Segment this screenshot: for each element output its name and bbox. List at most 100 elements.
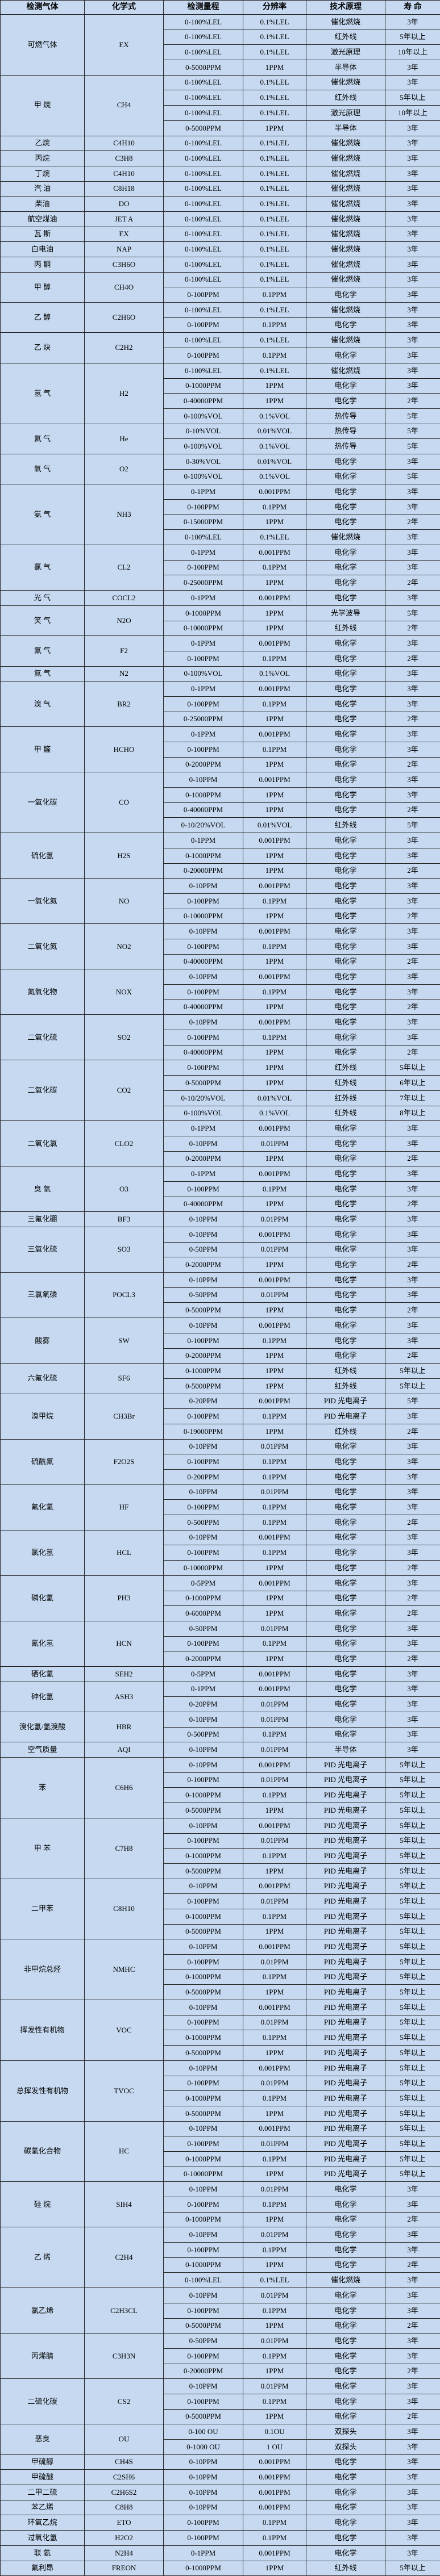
resolution-cell: 0.1PPM [243,2151,306,2167]
gas-name-cell: 甲硫醚 [1,2470,85,2485]
lifetime-cell: 3年 [385,1742,440,1758]
range-cell: 0-100PPM [164,1772,243,1788]
range-cell: 0-100%LEL [164,45,243,60]
principle-cell: 电化学 [306,863,385,879]
gas-name-cell: 氦 气 [1,424,85,454]
resolution-cell: 0.01PPM [243,2182,306,2197]
lifetime-cell: 5年以上 [385,1378,440,1394]
resolution-cell: 1PPM [243,515,306,530]
principle-cell: PID 光电离子 [306,2106,385,2121]
resolution-cell: 0.1%LEL [243,181,306,196]
formula-cell: C2H3CL [85,2288,164,2334]
principle-cell: 红外线 [306,1424,385,1439]
resolution-cell: 1PPM [243,621,306,636]
range-cell: 0-40000PPM [164,802,243,818]
resolution-cell: 0.1PPM [243,317,306,333]
resolution-cell: 1PPM [243,2106,306,2121]
range-cell: 0-40000PPM [164,1197,243,1212]
formula-cell: NO [85,879,164,924]
principle-cell: PID 光电离子 [306,1985,385,2000]
lifetime-cell: 3年 [385,2288,440,2303]
principle-cell: 电化学 [306,454,385,469]
gas-name-cell: 氮 气 [1,666,85,681]
principle-cell: 红外线 [306,1060,385,1076]
lifetime-cell: 3年 [385,1470,440,1485]
resolution-cell: 0.1PPM [243,1788,306,1803]
lifetime-cell: 3年 [385,696,440,712]
resolution-cell: 0.1%LEL [243,45,306,60]
range-cell: 0-100PPM [164,2394,243,2409]
resolution-cell: 1PPM [243,60,306,76]
resolution-cell: 0.1PPM [243,696,306,712]
resolution-cell: 0.01PPM [243,2227,306,2243]
header-cell: 分辨率 [243,1,306,15]
lifetime-cell: 5年以上 [385,2151,440,2167]
principle-cell: 催化燃烧 [306,211,385,227]
formula-cell: SO2 [85,1015,164,1060]
lifetime-cell: 5年以上 [385,2167,440,2182]
lifetime-cell: 5年以上 [385,2076,440,2091]
principle-cell: 电化学 [306,348,385,363]
resolution-cell: 0.001PPM [243,1394,306,1409]
principle-cell: 电化学 [306,2348,385,2364]
formula-cell: CL2 [85,545,164,591]
range-cell: 0-19000PPM [164,1424,243,1439]
formula-cell: NOX [85,969,164,1015]
formula-cell: EX [85,15,164,76]
principle-cell: 红外线 [306,1378,385,1394]
header-cell: 技术原理 [306,1,385,15]
range-cell: 0-1000PPM [164,1969,243,1985]
resolution-cell: 1PPM [243,1651,306,1667]
range-cell: 0-25000PPM [164,712,243,727]
lifetime-cell: 3年 [385,727,440,742]
formula-cell: SIH4 [85,2182,164,2227]
gas-name-cell: 氯化氢 [1,1530,85,1575]
principle-cell: 电化学 [306,1621,385,1636]
lifetime-cell: 3年 [385,1121,440,1136]
resolution-cell: 1PPM [243,802,306,818]
lifetime-cell: 3年 [385,2440,440,2455]
formula-cell: NH3 [85,484,164,545]
lifetime-cell: 3年 [385,2182,440,2197]
gas-name-cell: 酸雾 [1,1318,85,1364]
range-cell: 0-100PPM [164,2197,243,2213]
range-cell: 0-10PPM [164,1318,243,1333]
lifetime-cell: 3年 [385,363,440,378]
lifetime-cell: 2年 [385,1257,440,1273]
lifetime-cell: 5年以上 [385,1849,440,1864]
gas-name-cell: 乙 炔 [1,333,85,363]
range-cell: 0-2000PPM [164,1348,243,1364]
range-cell: 0-5000PPM [164,1863,243,1879]
formula-cell: SW [85,1318,164,1364]
principle-cell: 电化学 [306,2288,385,2303]
lifetime-cell: 3年 [385,1015,440,1030]
gas-name-cell: 甲硫醇 [1,2454,85,2470]
principle-cell: PID 光电离子 [306,1969,385,1985]
range-cell: 0-10PPM [164,1742,243,1758]
resolution-cell: 0.1%LEL [243,242,306,257]
resolution-cell: 1PPM [243,1863,306,1879]
range-cell: 0-100PPM [164,2243,243,2258]
principle-cell: 电化学 [306,2485,385,2500]
resolution-cell: 0.1%LEL [243,196,306,212]
range-cell: 0-100PPM [164,2348,243,2364]
principle-cell: 电化学 [306,1606,385,1621]
lifetime-cell: 5年以上 [385,1772,440,1788]
principle-cell: 电化学 [306,1454,385,1470]
formula-cell: ETO [85,2515,164,2531]
resolution-cell: 0.1PPM [243,1454,306,1470]
range-cell: 0-100%LEL [164,242,243,257]
formula-cell: CH4S [85,2454,164,2470]
range-cell: 0-5000PPM [164,1803,243,1818]
range-cell: 0-2000PPM [164,1651,243,1667]
resolution-cell: 0.001PPM [243,2500,306,2515]
